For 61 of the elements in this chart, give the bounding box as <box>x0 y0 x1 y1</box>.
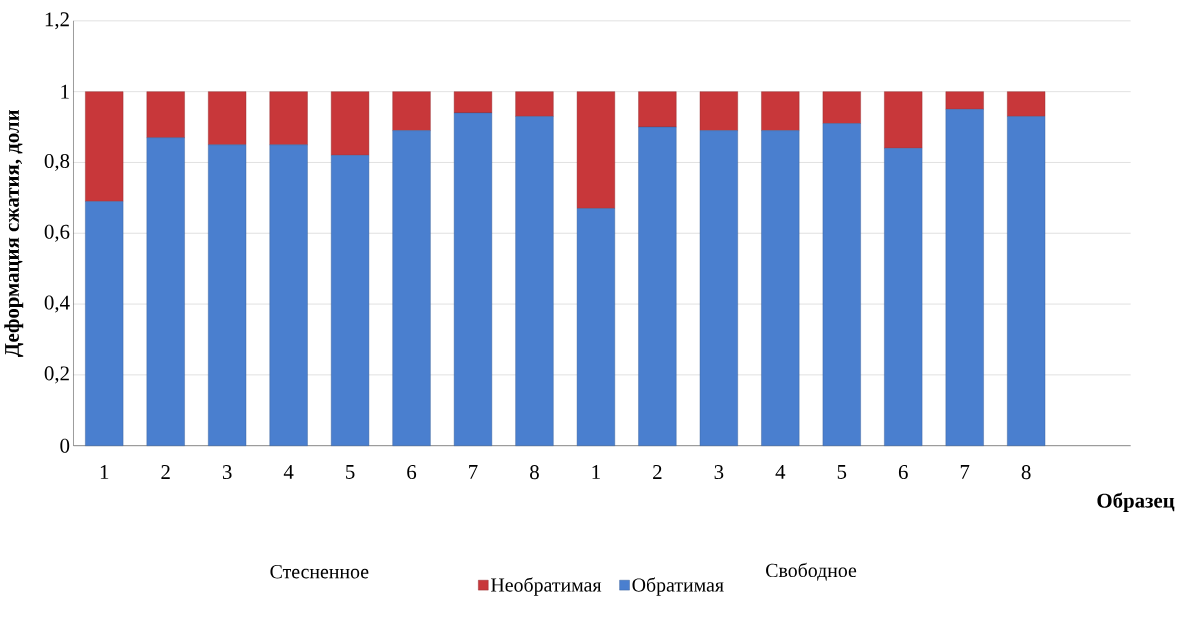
bar <box>822 91 861 124</box>
bar <box>699 130 738 446</box>
bar <box>761 130 800 446</box>
bar <box>208 144 247 446</box>
legend-label: Необратимая <box>491 577 602 596</box>
text: Свободное <box>766 562 857 581</box>
bar <box>146 91 185 138</box>
x-tick-label: 3 <box>222 464 232 479</box>
x-tick-label: 4 <box>775 464 786 479</box>
bar <box>392 130 431 446</box>
y-tick-label: 0,8 <box>44 153 70 171</box>
bar <box>884 147 923 446</box>
x-tick-label: 1 <box>592 464 600 479</box>
bar <box>85 201 124 446</box>
y-tick-label: 0,2 <box>44 366 69 384</box>
bar <box>453 112 493 446</box>
bar <box>884 91 923 149</box>
x-tick-label: 2 <box>161 464 170 479</box>
bar <box>453 91 493 113</box>
bar <box>331 155 370 446</box>
bar <box>392 91 431 131</box>
bar <box>208 91 247 145</box>
bar <box>269 91 308 145</box>
x-tick-label: 4 <box>283 464 294 479</box>
legend-label: Обратимая <box>632 577 724 596</box>
bar <box>146 137 185 446</box>
y-tick-label: 1 <box>61 84 69 99</box>
text: Стесненное <box>270 564 369 579</box>
bar <box>761 91 800 131</box>
bar <box>1007 91 1046 117</box>
bar <box>945 109 984 446</box>
x-tick-label: 6 <box>898 464 908 479</box>
x-tick-label: 5 <box>346 464 355 479</box>
y-axis-title: Деформация сжатия, доли <box>4 109 24 357</box>
bar <box>699 91 738 131</box>
y-tick-label: 0,6 <box>44 224 70 242</box>
bar <box>638 91 677 128</box>
bar <box>576 91 615 209</box>
x-axis-title: Образец <box>1097 492 1175 512</box>
x-tick-label: 2 <box>653 464 662 479</box>
y-tick-label: 0 <box>60 438 70 453</box>
x-tick-label: 8 <box>1021 464 1031 479</box>
bar <box>515 116 554 446</box>
x-tick-label: 8 <box>530 464 539 479</box>
x-tick-label: 5 <box>837 464 847 479</box>
bar <box>331 91 370 156</box>
bar <box>515 91 554 117</box>
x-tick-label: 7 <box>960 464 970 479</box>
x-tick-label: 3 <box>714 464 724 479</box>
y-tick-label: 1,2 <box>45 12 69 30</box>
x-tick-label: 6 <box>407 464 417 479</box>
y-tick-label: 0,4 <box>44 295 70 313</box>
bar <box>1007 116 1046 446</box>
bar <box>269 144 308 446</box>
bar <box>822 123 861 446</box>
bar <box>638 126 677 446</box>
bar <box>945 91 984 110</box>
x-tick-label: 7 <box>469 464 478 479</box>
bar <box>85 91 124 202</box>
bar <box>576 208 615 446</box>
x-tick-label: 1 <box>100 464 109 479</box>
